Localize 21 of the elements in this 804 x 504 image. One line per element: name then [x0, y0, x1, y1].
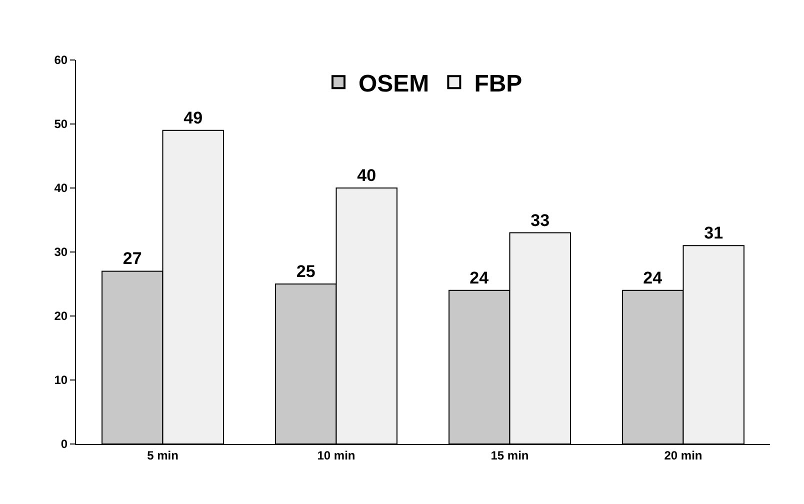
y-tick-label: 30 — [54, 245, 68, 260]
data-label: 33 — [530, 210, 550, 230]
data-label: 49 — [184, 108, 203, 128]
y-tick-label: 0 — [60, 437, 68, 452]
data-label: 24 — [470, 268, 490, 288]
y-tick-label: 40 — [54, 181, 68, 196]
x-tick-label: 5 min — [147, 448, 178, 462]
data-label: 31 — [704, 224, 724, 243]
y-tick-label: 10 — [54, 373, 68, 388]
data-label: 24 — [643, 268, 663, 288]
data-label: 40 — [357, 166, 376, 185]
x-tick-label: 20 min — [664, 448, 702, 462]
legend-label: OSEM — [358, 70, 430, 98]
data-label: 25 — [296, 262, 316, 281]
y-tick-label: 50 — [54, 117, 68, 132]
x-tick-label: 10 min — [317, 448, 356, 462]
y-tick-label: 60 — [54, 53, 68, 68]
legend-label: FBP — [474, 70, 522, 98]
x-tick-label: 15 min — [490, 448, 529, 462]
y-tick-label: 20 — [54, 309, 68, 324]
data-label: 27 — [122, 249, 142, 268]
